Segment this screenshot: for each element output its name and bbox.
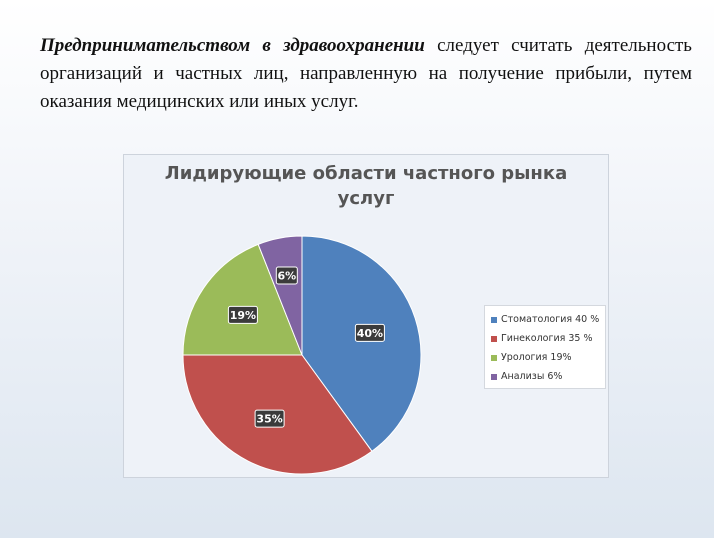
chart-title-line-2: услуг: [337, 188, 395, 209]
data-label-box: [227, 305, 258, 324]
legend-swatch: [491, 373, 497, 380]
pie-slice-analyses: [257, 235, 303, 356]
pie-slice-urology: [182, 243, 303, 356]
legend-swatch: [491, 316, 497, 323]
legend-item-gynecology: Гинекология 35 %: [491, 329, 599, 348]
data-label-text: 6%: [277, 270, 296, 283]
pie-slice-stomatology: [301, 235, 422, 452]
legend-swatch: [491, 335, 497, 342]
data-label-gynecology: 35%: [254, 409, 285, 428]
data-label-box: [354, 323, 385, 342]
data-label-text: 40%: [357, 327, 383, 340]
chart-title: Лидирующие области частного рынка услуг: [124, 161, 608, 211]
data-label-text: 19%: [230, 309, 256, 322]
legend-item-urology: Урология 19%: [491, 348, 599, 367]
chart-title-line-1: Лидирующие области частного рынка: [164, 163, 568, 184]
intro-lead: Предпринимательством в здравоохранении: [40, 35, 425, 56]
chart-container: Лидирующие области частного рынка услуг …: [123, 154, 609, 478]
chart-legend: Стоматология 40 % Гинекология 35 % Уроло…: [484, 305, 606, 389]
data-label-analyses: 6%: [275, 266, 298, 285]
intro-paragraph: Предпринимательством в здравоохранении с…: [40, 32, 692, 116]
data-label-box: [275, 266, 298, 285]
legend-label: Стоматология 40 %: [501, 314, 600, 325]
legend-label: Гинекология 35 %: [501, 333, 593, 344]
data-label-stomatology: 40%: [354, 323, 385, 342]
legend-item-analyses: Анализы 6%: [491, 367, 599, 386]
legend-label: Анализы 6%: [501, 371, 563, 382]
legend-item-stomatology: Стоматология 40 %: [491, 310, 599, 329]
legend-swatch: [491, 354, 497, 361]
intro-rest: следует считать деятельность организаций…: [40, 35, 692, 112]
data-label-urology: 19%: [227, 305, 258, 324]
pie-chart: 40% 35% 19% 6%: [182, 235, 422, 475]
data-label-box: [254, 409, 285, 428]
data-label-text: 35%: [256, 413, 282, 426]
legend-label: Урология 19%: [501, 352, 572, 363]
